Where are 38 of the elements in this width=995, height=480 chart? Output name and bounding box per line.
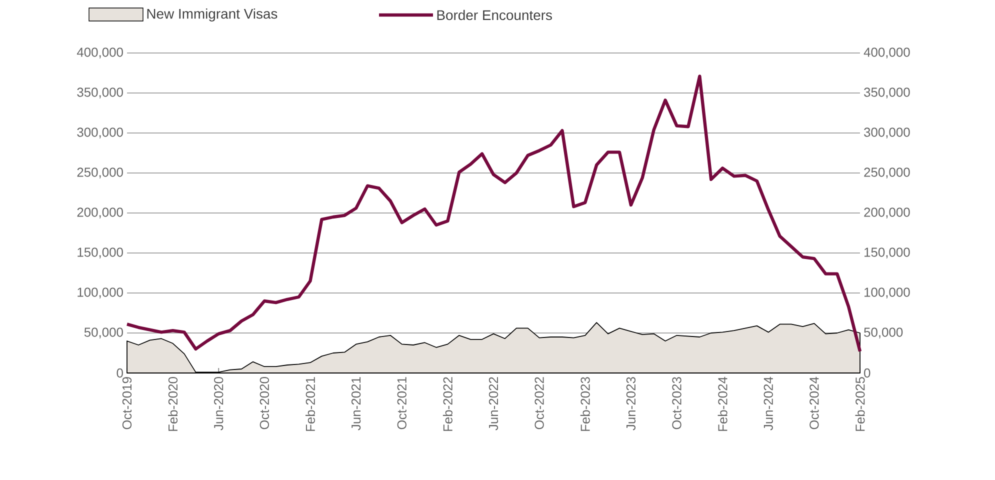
line-series	[125, 74, 862, 353]
y2-tick-label: 50,000	[864, 328, 903, 338]
y-tick-label: 350,000	[77, 88, 123, 98]
x-tick-label: Jun-2022	[488, 377, 498, 430]
x-tick-label: Jun-2020	[214, 377, 224, 430]
y2-tick-label: 0	[864, 368, 870, 378]
x-tick-label: Feb-2020	[168, 377, 178, 431]
y-tick-label: 300,000	[77, 128, 123, 138]
x-tick-label: Feb-2024	[718, 376, 728, 431]
y2-tick-label: 200,000	[864, 208, 910, 218]
x-tick-label: Oct-2023	[672, 377, 682, 430]
legend-label: Border Encounters	[437, 10, 552, 20]
x-tick-label: Feb-2025	[855, 377, 865, 431]
y-tick-label: 50,000	[84, 328, 123, 338]
x-tick-label: Jun-2021	[351, 377, 361, 430]
y2-tick-label: 350,000	[864, 88, 910, 98]
y-tick-label: 250,000	[77, 168, 123, 178]
x-tick-label: Feb-2023	[580, 377, 590, 431]
x-tick-label: Oct-2021	[397, 377, 406, 430]
x-tick-label: Feb-2021	[305, 377, 316, 431]
y-tick-label: 400,000	[76, 48, 123, 58]
x-tick-label: Oct-2024	[810, 376, 819, 430]
y2-tick-label: 300,000	[864, 128, 910, 138]
y-tick-label: 0	[116, 368, 123, 378]
x-tick-label: Oct-2022	[534, 377, 544, 430]
x-tick-label: Oct-2020	[260, 377, 270, 430]
legend-label: New Immigrant Visas	[147, 8, 278, 22]
y2-tick-label: 150,000	[864, 248, 910, 258]
y2-tick-label: 250,000	[864, 168, 910, 178]
y2-tick-label: 400,000	[864, 48, 910, 58]
x-tick-label: Feb-2022	[442, 377, 452, 431]
x-tick-label: Oct-2019	[122, 377, 132, 430]
y-tick-label: 100,000	[78, 288, 123, 298]
y-tick-label: 150,000	[78, 248, 123, 258]
x-tick-label: Jun-2024	[764, 376, 773, 430]
y-tick-label: 200,000	[77, 208, 123, 218]
x-tick-label: Jun-2023	[626, 377, 636, 430]
y2-tick-label: 100,000	[864, 288, 910, 298]
